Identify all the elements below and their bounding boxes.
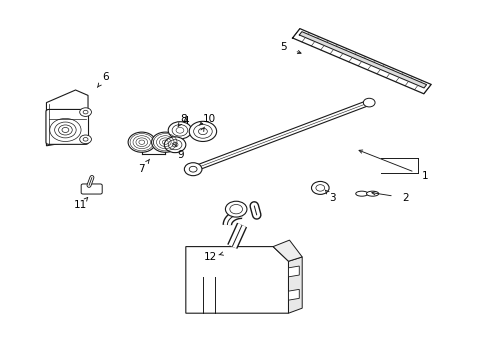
Polygon shape xyxy=(288,289,299,300)
Circle shape xyxy=(189,121,216,141)
Text: 2: 2 xyxy=(402,193,408,203)
Text: 4: 4 xyxy=(182,116,189,126)
Text: 5: 5 xyxy=(280,42,286,52)
Circle shape xyxy=(80,135,91,144)
Circle shape xyxy=(83,138,88,141)
Text: 9: 9 xyxy=(177,150,184,160)
Circle shape xyxy=(55,122,76,138)
Text: 1: 1 xyxy=(421,171,428,181)
Text: 8: 8 xyxy=(180,114,186,124)
Circle shape xyxy=(80,108,91,116)
Circle shape xyxy=(172,143,178,147)
Circle shape xyxy=(151,132,179,152)
Circle shape xyxy=(168,140,182,150)
Circle shape xyxy=(176,127,183,133)
Circle shape xyxy=(50,118,81,141)
Text: 3: 3 xyxy=(328,193,335,203)
Circle shape xyxy=(193,125,212,138)
Circle shape xyxy=(164,137,185,153)
Text: 10: 10 xyxy=(203,114,215,124)
Circle shape xyxy=(172,125,187,136)
Circle shape xyxy=(198,128,207,135)
Polygon shape xyxy=(46,90,88,146)
Text: 7: 7 xyxy=(138,164,145,174)
Circle shape xyxy=(168,122,191,139)
Polygon shape xyxy=(292,29,430,94)
Text: 6: 6 xyxy=(102,72,108,82)
Circle shape xyxy=(62,127,69,132)
Circle shape xyxy=(189,166,197,172)
Polygon shape xyxy=(185,247,288,313)
Polygon shape xyxy=(191,100,370,171)
Polygon shape xyxy=(272,240,302,261)
Circle shape xyxy=(229,204,242,214)
Polygon shape xyxy=(288,257,302,313)
Circle shape xyxy=(363,98,374,107)
Circle shape xyxy=(225,201,246,217)
FancyBboxPatch shape xyxy=(46,109,88,144)
Circle shape xyxy=(311,181,328,194)
Circle shape xyxy=(59,125,72,135)
Text: 11: 11 xyxy=(74,200,87,210)
Circle shape xyxy=(184,163,202,176)
Ellipse shape xyxy=(355,191,367,196)
FancyBboxPatch shape xyxy=(81,184,102,194)
Polygon shape xyxy=(288,266,299,277)
Polygon shape xyxy=(299,32,426,88)
Circle shape xyxy=(83,110,88,114)
Ellipse shape xyxy=(366,191,378,196)
Circle shape xyxy=(315,185,324,191)
Text: 12: 12 xyxy=(203,252,217,262)
Circle shape xyxy=(128,132,155,152)
